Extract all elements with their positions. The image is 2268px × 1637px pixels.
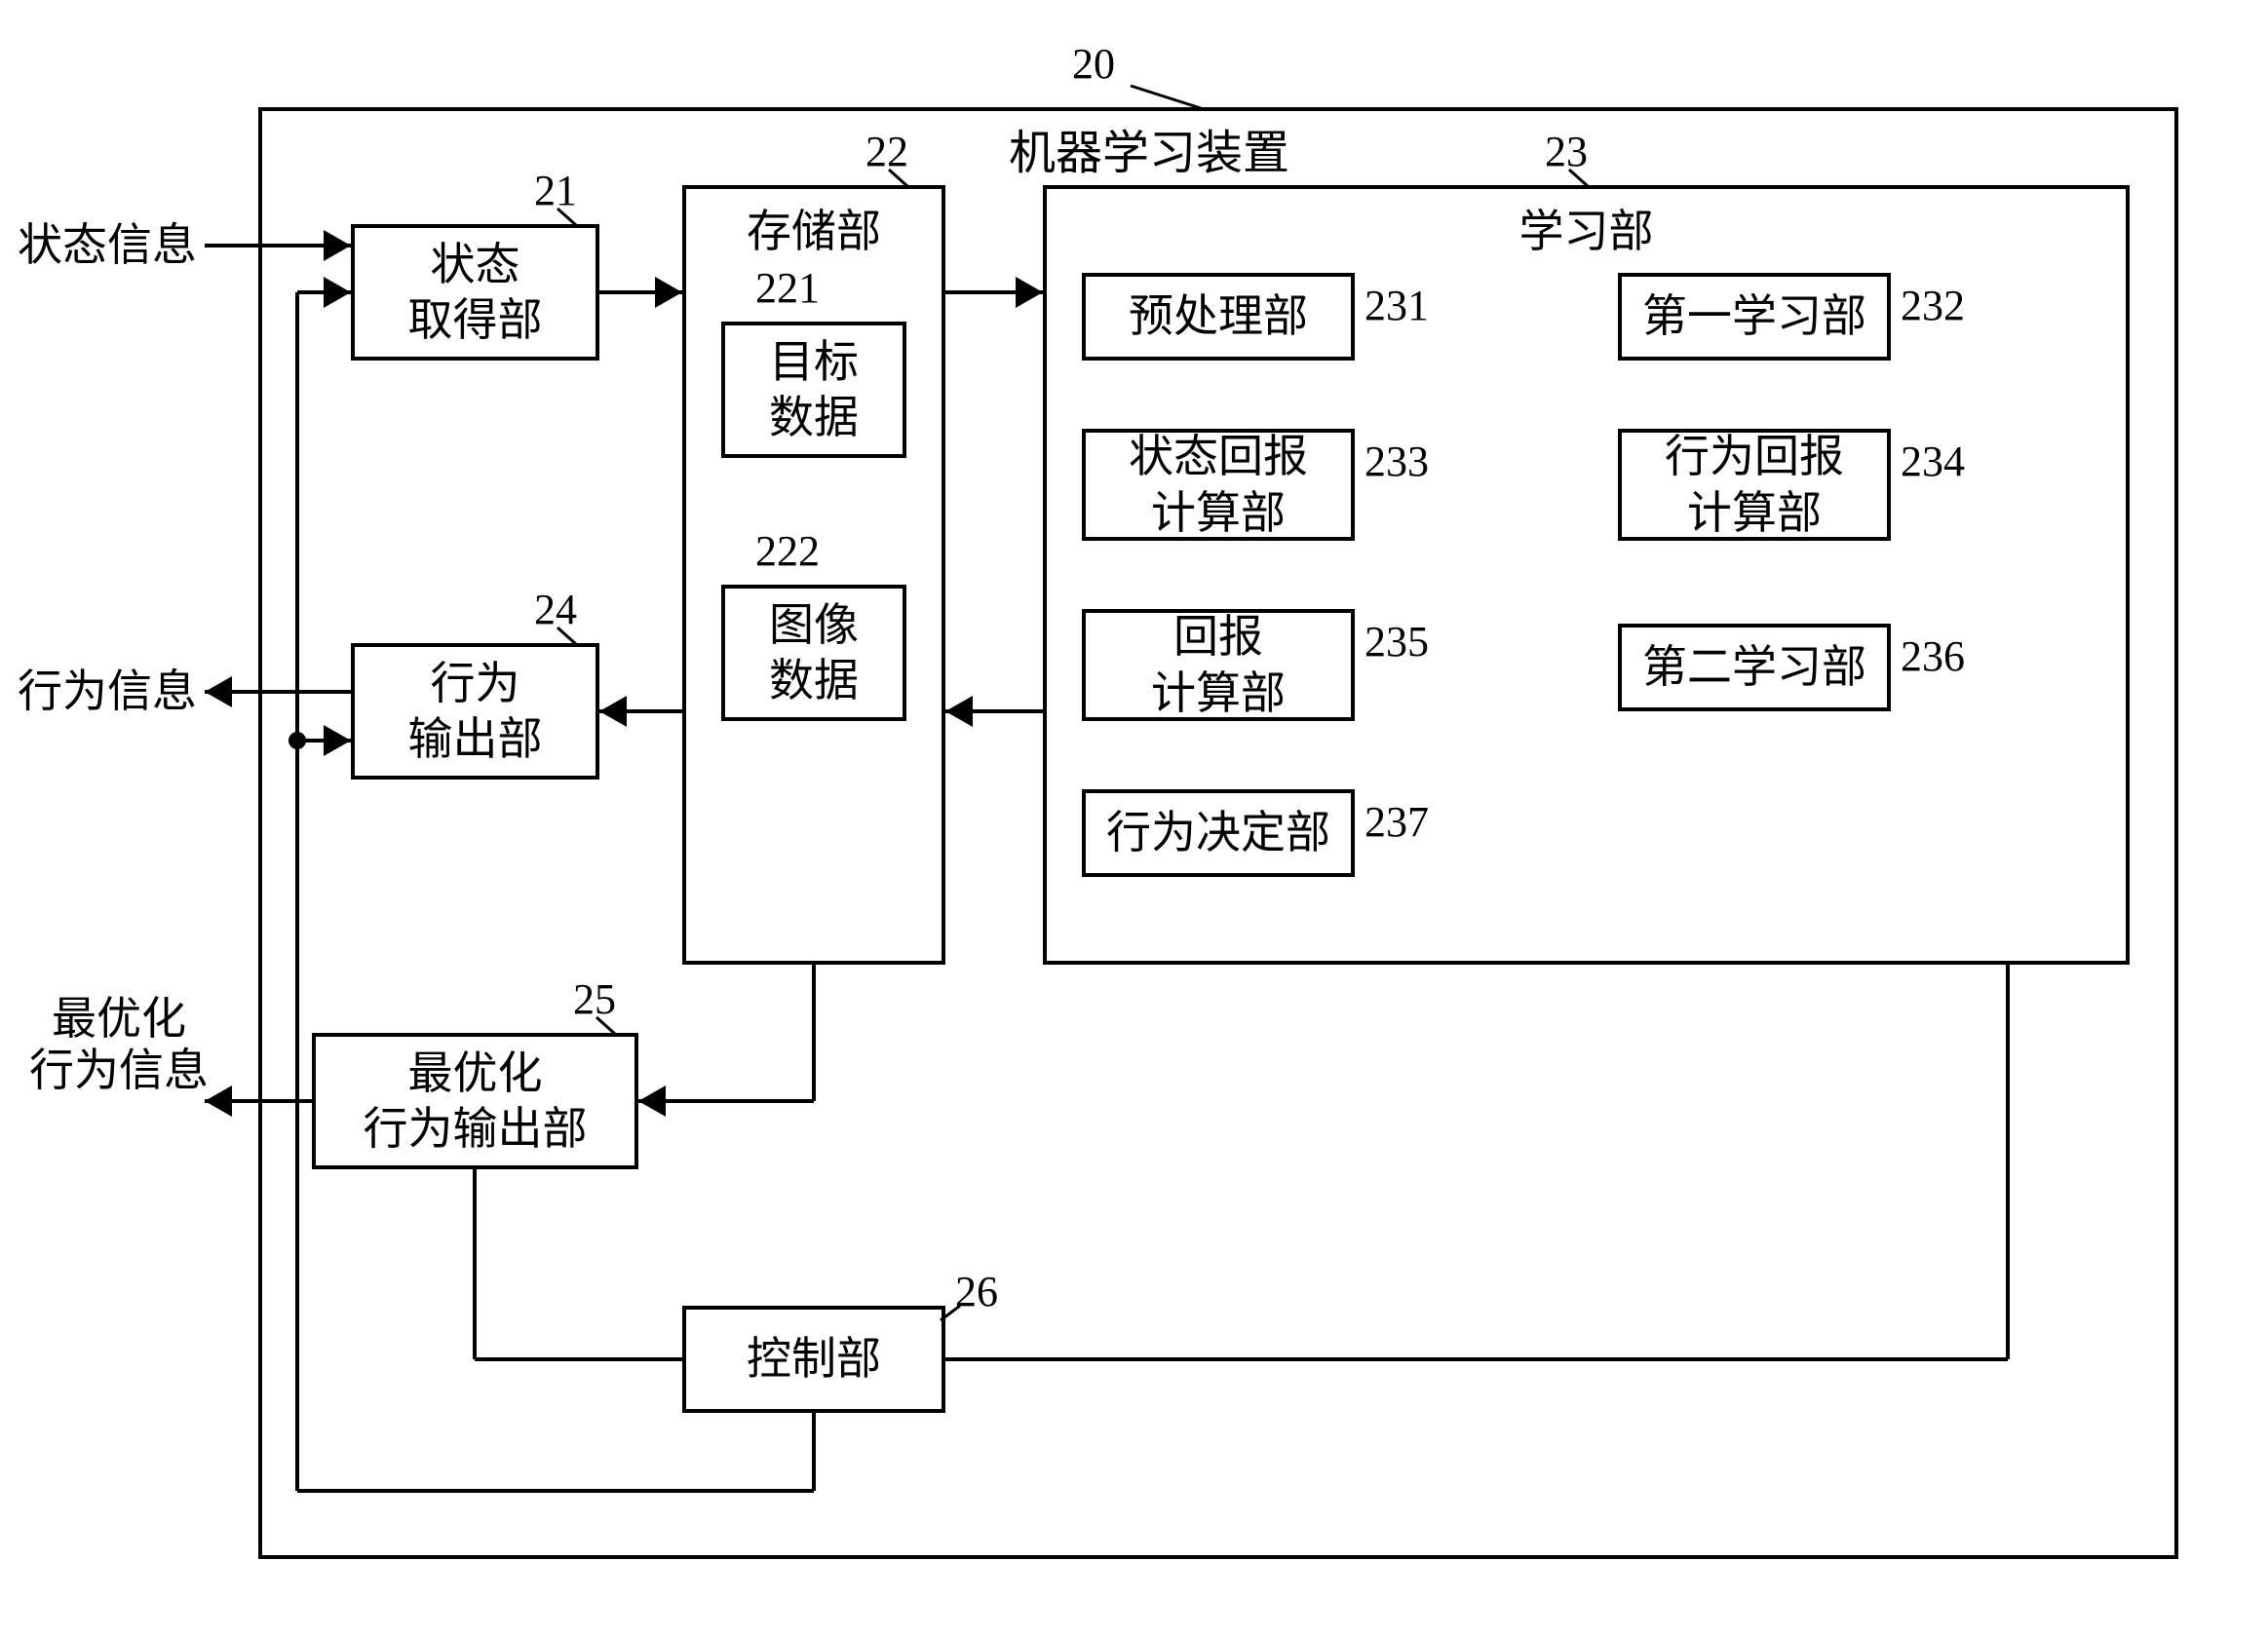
box-b237: 行为决定部 (1082, 789, 1355, 877)
num-b222: 222 (755, 526, 820, 576)
num-b231: 231 (1365, 281, 1429, 330)
box-title-b23: 学习部 (1519, 204, 1654, 260)
box-b24: 行为输出部 (351, 643, 599, 780)
num-b21: 21 (534, 166, 577, 215)
num-b234: 234 (1901, 437, 1965, 486)
box-b234: 行为回报计算部 (1618, 429, 1891, 541)
box-b25: 最优化行为输出部 (312, 1033, 638, 1169)
num-b233: 233 (1365, 437, 1429, 486)
num-b26: 26 (955, 1267, 998, 1316)
num-b22: 22 (865, 127, 908, 176)
box-b222: 图像数据 (721, 585, 906, 721)
box-b221: 目标数据 (721, 322, 906, 458)
ext-label-opt_info: 最优化 行为信息 (29, 994, 209, 1097)
box-b26: 控制部 (682, 1306, 945, 1413)
box-b232: 第一学习部 (1618, 273, 1891, 361)
outer-title: 机器学习装置 (1009, 127, 1289, 180)
num-b25: 25 (573, 974, 616, 1024)
box-b231: 预处理部 (1082, 273, 1355, 361)
num-b221: 221 (755, 263, 820, 313)
num-b232: 232 (1901, 281, 1965, 330)
num-b23: 23 (1545, 127, 1588, 176)
diagram-canvas: 状态信息行为信息最优化 行为信息 20 机器学习装置状态取得部 21 存储部 22 目标数据… (0, 0, 2268, 1637)
num-b236: 236 (1901, 631, 1965, 681)
box-b21: 状态取得部 (351, 224, 599, 361)
box-b236: 第二学习部 (1618, 624, 1891, 711)
box-b233: 状态回报计算部 (1082, 429, 1355, 541)
num-b24: 24 (534, 585, 577, 634)
ext-label-state_info: 状态信息 (18, 220, 197, 272)
box-b235: 回报计算部 (1082, 609, 1355, 721)
ext-label-action_info: 行为信息 (18, 666, 197, 718)
box-title-b22: 存储部 (747, 204, 881, 260)
num-b235: 235 (1365, 617, 1429, 666)
outer-num: 20 (1072, 39, 1115, 89)
num-b237: 237 (1365, 797, 1429, 847)
